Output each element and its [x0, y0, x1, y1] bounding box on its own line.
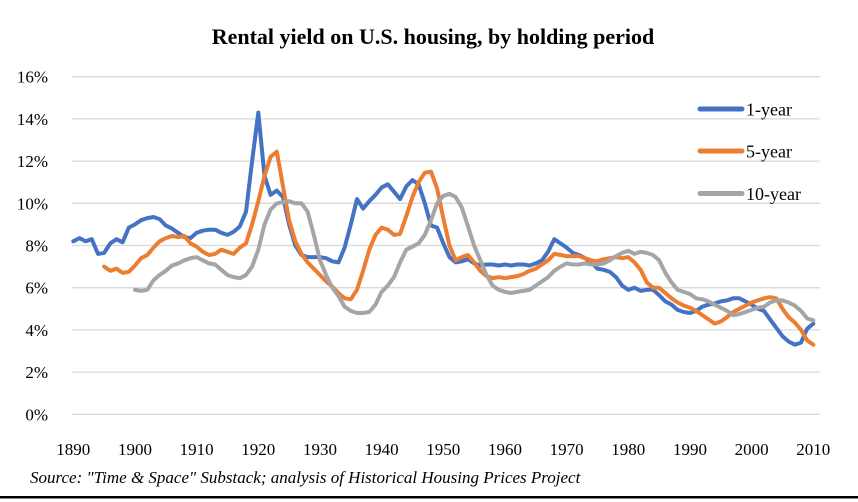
x-axis-labels: 1890 1900 1910 1920 1930 1940 1950 1960 1970 1980… [56, 440, 830, 459]
x-tick-label: 1940 [365, 440, 399, 459]
series-lines [71, 110, 816, 347]
series-line-1-year [71, 110, 816, 347]
x-tick-label: 1980 [611, 440, 645, 459]
legend-label: 1-year [746, 100, 792, 120]
x-tick-label: 1990 [673, 440, 707, 459]
x-tick-label: 1890 [56, 440, 90, 459]
y-tick-label: 16% [17, 68, 48, 87]
x-tick-label: 1960 [488, 440, 522, 459]
y-tick-label: 12% [17, 152, 48, 171]
series-line-10-year [133, 191, 816, 323]
y-tick-label: 10% [17, 194, 48, 213]
y-tick-label: 2% [25, 363, 48, 382]
x-tick-label: 2000 [735, 440, 769, 459]
x-tick-label: 1920 [241, 440, 275, 459]
x-tick-label: 1970 [550, 440, 584, 459]
y-tick-label: 0% [25, 405, 48, 424]
x-tick-label: 1930 [303, 440, 337, 459]
legend-item-1-year: 1-year [697, 100, 792, 120]
legend-item-5-year: 5-year [697, 142, 792, 162]
chart-title: Rental yield on U.S. housing, by holding… [212, 24, 655, 49]
x-tick-label: 1910 [180, 440, 214, 459]
source-note: Source: "Time & Space" Substack; analysi… [30, 468, 582, 487]
x-tick-label: 2010 [796, 440, 830, 459]
series-line-5-year [102, 149, 816, 347]
legend-label: 10-year [746, 184, 801, 204]
y-tick-label: 14% [17, 110, 48, 129]
legend-label: 5-year [746, 142, 792, 162]
chart-legend: 1-year 5-year 10-year [697, 100, 801, 204]
legend-item-10-year: 10-year [697, 184, 801, 204]
bottom-rule [0, 496, 858, 499]
x-tick-label: 1900 [118, 440, 152, 459]
x-tick-label: 1950 [426, 440, 460, 459]
y-tick-label: 6% [25, 279, 48, 298]
y-tick-label: 8% [25, 237, 48, 256]
y-axis-labels: 0% 2% 4% 6% 8% 10% 12% 14% 16% [17, 68, 48, 425]
y-tick-label: 4% [25, 321, 48, 340]
